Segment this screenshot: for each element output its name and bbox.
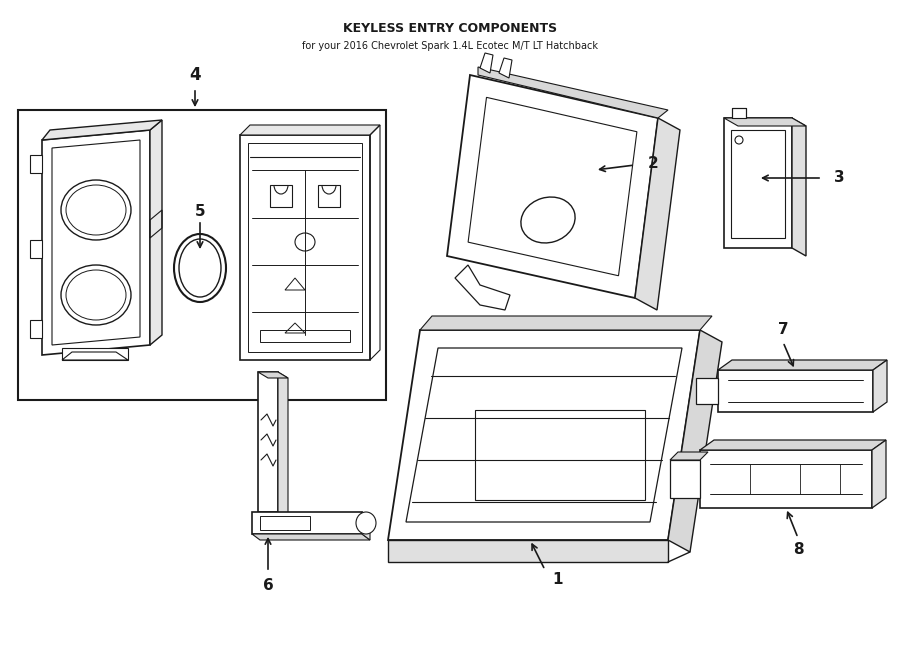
Polygon shape <box>700 440 886 450</box>
Polygon shape <box>62 348 128 360</box>
Polygon shape <box>388 330 700 540</box>
Polygon shape <box>724 118 806 126</box>
Polygon shape <box>670 460 700 498</box>
Polygon shape <box>478 67 668 118</box>
Polygon shape <box>792 118 806 256</box>
Polygon shape <box>278 372 288 518</box>
Polygon shape <box>30 240 42 258</box>
Polygon shape <box>732 108 746 118</box>
Text: 7: 7 <box>778 323 788 338</box>
Text: 8: 8 <box>793 543 804 557</box>
Polygon shape <box>872 440 886 508</box>
Polygon shape <box>724 118 792 248</box>
Bar <box>260 516 310 530</box>
Polygon shape <box>635 118 680 310</box>
Text: KEYLESS ENTRY COMPONENTS: KEYLESS ENTRY COMPONENTS <box>343 22 557 34</box>
Ellipse shape <box>356 512 376 534</box>
Text: 3: 3 <box>834 171 844 186</box>
Polygon shape <box>499 58 512 78</box>
Polygon shape <box>30 320 42 338</box>
Polygon shape <box>873 360 887 412</box>
Polygon shape <box>240 125 380 135</box>
Polygon shape <box>258 372 278 512</box>
Polygon shape <box>480 53 493 73</box>
Polygon shape <box>252 512 362 534</box>
Polygon shape <box>240 135 370 360</box>
Polygon shape <box>42 120 162 140</box>
Polygon shape <box>362 512 370 540</box>
Polygon shape <box>670 452 708 460</box>
Polygon shape <box>718 370 873 412</box>
Text: 1: 1 <box>553 572 563 588</box>
Text: 5: 5 <box>194 204 205 219</box>
Text: 6: 6 <box>263 578 274 594</box>
Polygon shape <box>388 540 668 562</box>
Polygon shape <box>447 75 658 298</box>
Polygon shape <box>696 378 718 404</box>
Text: for your 2016 Chevrolet Spark 1.4L Ecotec M/T LT Hatchback: for your 2016 Chevrolet Spark 1.4L Ecote… <box>302 41 598 51</box>
Polygon shape <box>668 330 722 552</box>
Ellipse shape <box>174 234 226 302</box>
Text: 4: 4 <box>189 66 201 84</box>
Polygon shape <box>42 130 150 355</box>
Text: 2: 2 <box>648 155 659 171</box>
Polygon shape <box>258 372 288 378</box>
Polygon shape <box>700 450 872 508</box>
Polygon shape <box>18 110 386 400</box>
Polygon shape <box>30 155 42 173</box>
Polygon shape <box>718 360 887 370</box>
Polygon shape <box>420 316 712 330</box>
Polygon shape <box>252 534 370 540</box>
Polygon shape <box>150 120 162 345</box>
Polygon shape <box>455 265 510 310</box>
